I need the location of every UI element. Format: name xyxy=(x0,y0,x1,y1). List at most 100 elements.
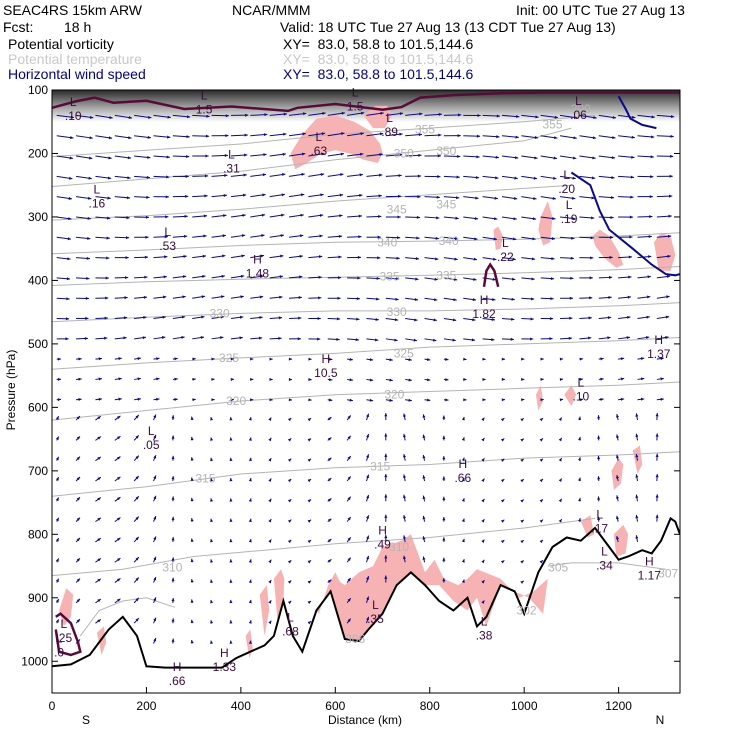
wind-vector-665 xyxy=(539,519,544,523)
wind-vector-551 xyxy=(190,457,194,461)
highlight-region-1 xyxy=(363,105,392,129)
wind-vector-40 xyxy=(211,134,229,138)
x-tick-label-5: 1000 xyxy=(511,699,538,713)
x-tick-label-6: 1200 xyxy=(605,699,632,713)
wind-vector-296 xyxy=(211,295,225,299)
wind-vector-81 xyxy=(385,153,403,157)
wind-vector-220 xyxy=(598,235,614,239)
wind-vector-431 xyxy=(347,378,353,382)
pv-extremum-value-12: 1.48 xyxy=(246,266,270,280)
highlight-region-7 xyxy=(564,385,577,407)
wind-vector-251 xyxy=(579,256,594,260)
pv-extremum-type-11: L xyxy=(502,236,509,250)
wind-vector-770 xyxy=(171,618,175,624)
wind-vector-504 xyxy=(520,417,525,422)
wind-vector-102 xyxy=(172,174,189,178)
wind-vector-669 xyxy=(616,515,619,522)
wind-vector-333 xyxy=(308,316,321,321)
wind-vector-466 xyxy=(405,398,412,402)
highlight-region-10 xyxy=(613,524,629,557)
wind-vector-255 xyxy=(656,254,671,259)
wind-vector-364 xyxy=(289,337,301,341)
wind-vector-408 xyxy=(521,357,525,361)
wind-vector-625 xyxy=(384,494,388,502)
y-tick-label-6: 700 xyxy=(28,464,48,478)
wind-vector-440 xyxy=(521,377,525,381)
theta-label-5: 345 xyxy=(387,202,407,216)
wind-vector-265 xyxy=(230,274,245,279)
wind-vector-69 xyxy=(153,155,170,159)
wind-vector-121 xyxy=(540,175,557,180)
wind-vector-560 xyxy=(365,454,370,461)
wind-vector-765 xyxy=(55,619,60,624)
wind-vector-715 xyxy=(346,557,352,563)
wind-vector-353 xyxy=(76,336,88,341)
wind-vector-507 xyxy=(578,416,581,421)
wind-vector-768 xyxy=(133,617,140,624)
wind-vector-508 xyxy=(597,415,601,421)
wind-vector-78 xyxy=(327,152,345,157)
wind-vector-639 xyxy=(655,494,659,502)
wind-vector-489 xyxy=(229,417,233,421)
wind-vector-79 xyxy=(347,152,364,157)
wind-vector-564 xyxy=(442,456,446,461)
wind-vector-150 xyxy=(482,196,498,200)
wind-vector-386 xyxy=(95,357,103,361)
wind-vector-46 xyxy=(327,132,345,137)
wind-vector-375 xyxy=(501,337,514,341)
wind-vector-391 xyxy=(192,357,196,361)
wind-vector-611 xyxy=(114,496,121,502)
wind-vector-573 xyxy=(616,454,619,461)
wind-vector-629 xyxy=(461,498,465,502)
wind-vector-14 xyxy=(327,111,346,116)
wind-vector-781 xyxy=(153,637,157,644)
wind-vector-498 xyxy=(402,413,406,421)
theta-contour-305-11 xyxy=(547,562,666,570)
wind-vector-168 xyxy=(211,214,227,218)
wind-vector-370 xyxy=(405,338,418,342)
wind-vector-154 xyxy=(560,196,576,200)
pv-boundary-contour-upper xyxy=(617,95,657,130)
wind-vector-443 xyxy=(579,377,583,381)
wind-vector-318 xyxy=(637,295,651,299)
wind-vector-751 xyxy=(114,598,121,604)
wind-vector-482 xyxy=(95,415,102,421)
wind-vector-314 xyxy=(560,296,573,300)
wind-vector-586 xyxy=(248,477,252,482)
wind-vector-12 xyxy=(288,112,307,116)
wind-vector-373 xyxy=(463,338,476,342)
wind-vector-196 xyxy=(134,235,149,239)
wind-vector-752 xyxy=(133,597,140,604)
wind-vector-83 xyxy=(424,154,441,158)
wind-vector-331 xyxy=(269,316,283,320)
wind-vector-654 xyxy=(327,518,332,523)
wind-vector-235 xyxy=(269,254,284,259)
wind-vector-630 xyxy=(481,498,485,503)
pv-extremum-type-10: L xyxy=(164,225,171,239)
theta-label-1: 355 xyxy=(542,117,562,131)
wind-vector-672 xyxy=(55,537,60,543)
wind-vector-717 xyxy=(384,555,388,563)
wind-vector-724 xyxy=(520,560,525,564)
wind-vector-545 xyxy=(75,456,81,462)
wind-vector-691 xyxy=(422,536,426,543)
theta-label-21: 305 xyxy=(548,560,568,574)
wind-vector-617 xyxy=(229,498,233,502)
wind-vector-352 xyxy=(56,337,69,341)
wind-vector-704 xyxy=(133,556,140,563)
wind-vector-359 xyxy=(192,336,205,340)
wind-vector-453 xyxy=(153,397,160,401)
wind-vector-531 xyxy=(422,434,426,441)
wind-vector-746 xyxy=(481,579,485,584)
wind-vector-272 xyxy=(366,276,380,280)
wind-vector-490 xyxy=(248,417,252,421)
wind-vector-244 xyxy=(443,257,458,261)
wind-vector-738 xyxy=(287,580,292,584)
theta-label-6: 345 xyxy=(436,197,456,211)
wind-vector-439 xyxy=(501,377,505,381)
pv-extremum-value-24: .35 xyxy=(367,612,384,626)
wind-vector-595 xyxy=(422,475,426,482)
x-tick-label-2: 400 xyxy=(231,699,251,713)
wind-vector-509 xyxy=(616,414,619,421)
wind-vector-71 xyxy=(192,154,209,158)
